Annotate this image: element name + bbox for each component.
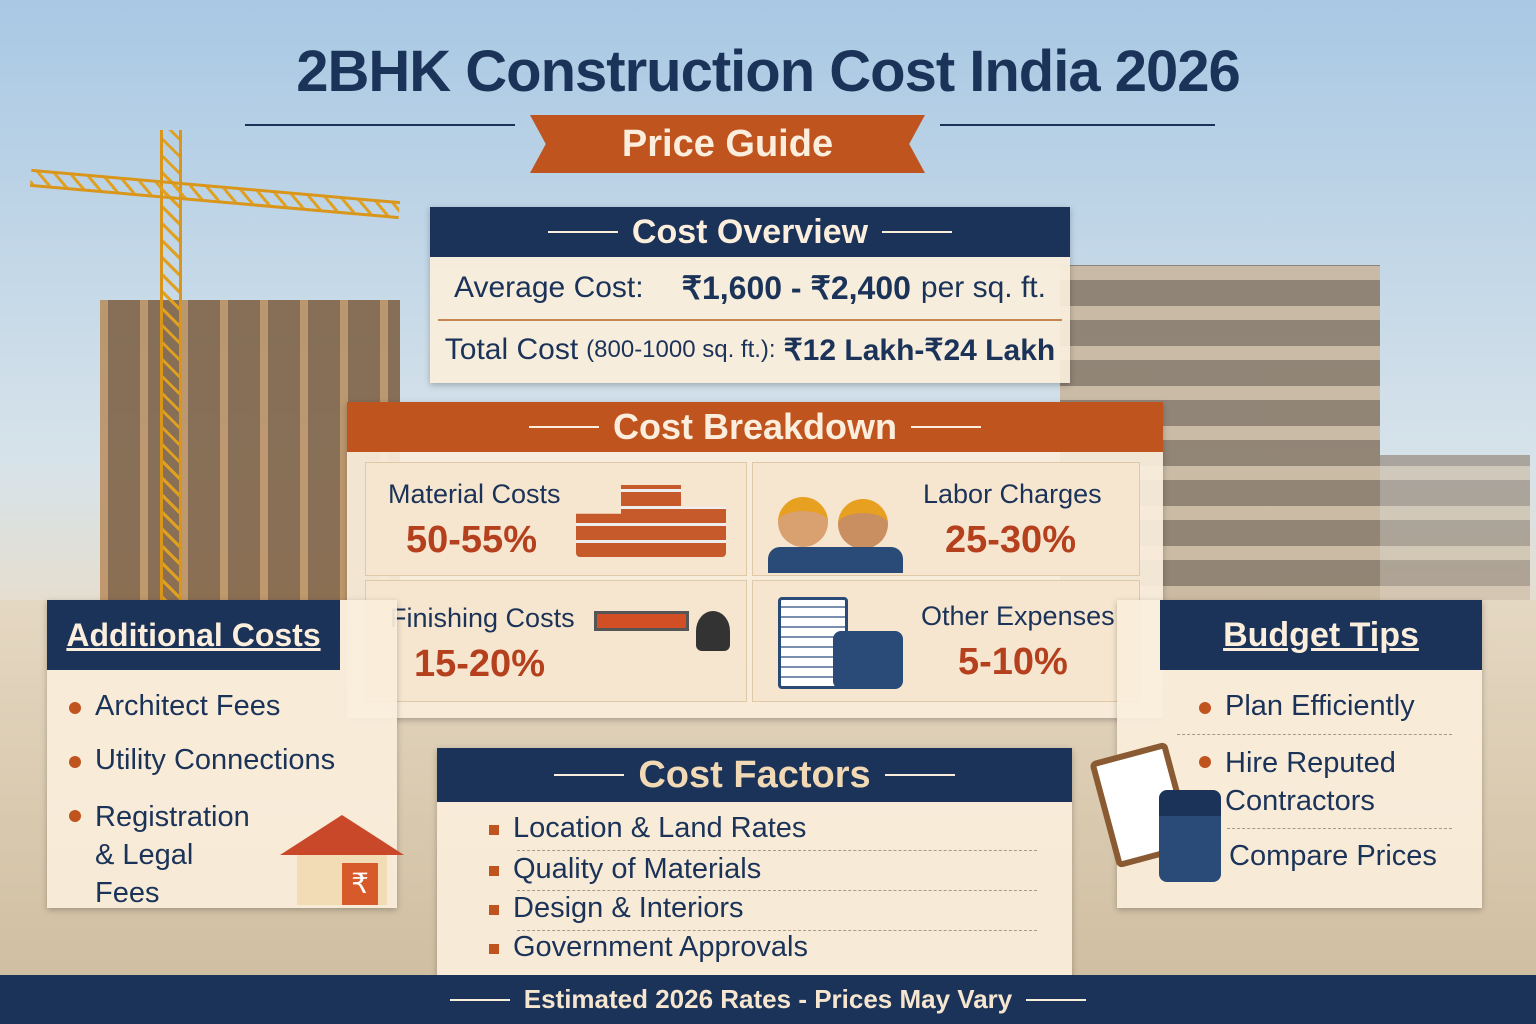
list-item: Design & Interiors <box>489 892 744 925</box>
divider <box>517 890 1037 891</box>
cost-overview-header: Cost Overview <box>430 207 1070 257</box>
additional-costs-panel: Additional Costs Architect Fees Utility … <box>47 600 404 909</box>
breakdown-percent: 5-10% <box>958 641 1068 683</box>
breakdown-label: Labor Charges <box>923 479 1102 509</box>
total-cost-range: (800-1000 sq. ft.): <box>586 336 776 363</box>
breakdown-labor: Labor Charges 25-30% <box>752 462 1140 576</box>
bullet-icon <box>69 810 81 822</box>
apartment-building-far <box>1380 455 1530 600</box>
list-item: Architect Fees <box>69 690 280 723</box>
calculator-icon <box>1159 790 1221 882</box>
toolbox-icon <box>833 631 903 689</box>
breakdown-other: Other Expenses 5-10% <box>752 580 1140 702</box>
crane <box>160 130 182 600</box>
list-item: Utility Connections <box>69 744 335 777</box>
divider <box>245 124 515 126</box>
list-item: Quality of Materials <box>489 853 761 886</box>
bullet-icon <box>69 702 81 714</box>
page-title: 2BHK Construction Cost India 2026 <box>296 39 1240 104</box>
item-text: Utility Connections <box>95 744 336 776</box>
item-text: Registration & Legal Fees <box>95 801 250 909</box>
list-item: Plan Efficiently <box>1199 690 1415 723</box>
additional-costs-header: Additional Costs <box>47 600 340 670</box>
footer-bar: Estimated 2026 Rates - Prices May Vary <box>0 975 1536 1024</box>
workers-icon <box>768 477 908 573</box>
cost-breakdown-header: Cost Breakdown <box>347 402 1163 452</box>
breakdown-percent: 15-20% <box>414 643 545 685</box>
breakdown-percent: 50-55% <box>406 519 537 561</box>
divider <box>940 124 1215 126</box>
paint-roller-icon <box>594 611 689 631</box>
header-text: Cost Factors <box>638 753 871 796</box>
bullet-icon <box>489 825 499 835</box>
bullet-icon <box>1199 756 1211 768</box>
average-cost-unit: per sq. ft. <box>920 271 1046 304</box>
item-text: Compare Prices <box>1229 840 1437 872</box>
bell-icon <box>696 611 730 651</box>
divider <box>1177 734 1452 735</box>
bullet-icon <box>489 905 499 915</box>
average-cost-value: ₹1,600 - ₹2,400 <box>681 270 911 306</box>
item-text: Plan Efficiently <box>1225 690 1415 722</box>
header-text: Additional Costs <box>66 616 321 653</box>
breakdown-label: Finishing Costs <box>390 603 575 633</box>
item-text: Location & Land Rates <box>513 812 807 844</box>
list-item: Government Approvals <box>489 931 808 964</box>
divider <box>1227 828 1452 829</box>
breakdown-material: Material Costs 50-55% <box>365 462 747 576</box>
divider <box>517 930 1037 931</box>
cost-breakdown-panel: Cost Breakdown Material Costs 50-55% Lab… <box>347 402 1163 718</box>
total-cost-label: Total Cost <box>444 333 579 366</box>
budget-tips-panel: Budget Tips Plan Efficiently Hire Repute… <box>1089 600 1482 908</box>
cost-factors-header: Cost Factors <box>437 748 1072 802</box>
average-cost-label: Average Cost: <box>454 271 644 304</box>
crane-jib <box>29 168 401 220</box>
breakdown-finishing: Finishing Costs 15-20% <box>365 580 747 702</box>
item-text: Hire Reputed Contractors <box>1225 747 1396 817</box>
total-cost-row: Total Cost (800-1000 sq. ft.): ₹12 Lakh-… <box>430 321 1070 379</box>
breakdown-label: Other Expenses <box>921 601 1115 631</box>
item-text: Government Approvals <box>513 931 808 963</box>
breakdown-label: Material Costs <box>388 479 561 509</box>
bullet-icon <box>489 866 499 876</box>
bullet-icon <box>489 944 499 954</box>
item-text: Architect Fees <box>95 690 281 722</box>
item-text: Design & Interiors <box>513 892 744 924</box>
divider <box>517 850 1037 851</box>
list-item: Hire Reputed Contractors <box>1199 744 1399 820</box>
list-item: Compare Prices <box>1229 840 1437 873</box>
list-item: Location & Land Rates <box>489 812 806 845</box>
footer-text: Estimated 2026 Rates - Prices May Vary <box>523 984 1013 1014</box>
cost-factors-panel: Cost Factors Location & Land Rates Quali… <box>437 748 1072 978</box>
header-text: Cost Overview <box>631 212 869 251</box>
list-item: Registration & Legal Fees <box>69 798 250 912</box>
total-cost-value: ₹12 Lakh-₹24 Lakh <box>783 333 1056 367</box>
bullet-icon <box>1199 702 1211 714</box>
house-rupee-icon: ₹ <box>280 815 404 905</box>
bricks-icon <box>576 485 726 557</box>
bullet-icon <box>69 756 81 768</box>
breakdown-percent: 25-30% <box>945 519 1076 561</box>
average-cost-row: Average Cost: ₹1,600 - ₹2,400 per sq. ft… <box>438 257 1062 321</box>
subtitle-ribbon: Price Guide <box>530 115 925 173</box>
header-text: Cost Breakdown <box>612 406 898 447</box>
item-text: Quality of Materials <box>513 853 762 885</box>
budget-tips-header: Budget Tips <box>1160 600 1482 670</box>
cost-overview-panel: Cost Overview Average Cost: ₹1,600 - ₹2,… <box>430 207 1070 383</box>
header-text: Budget Tips <box>1223 615 1419 654</box>
